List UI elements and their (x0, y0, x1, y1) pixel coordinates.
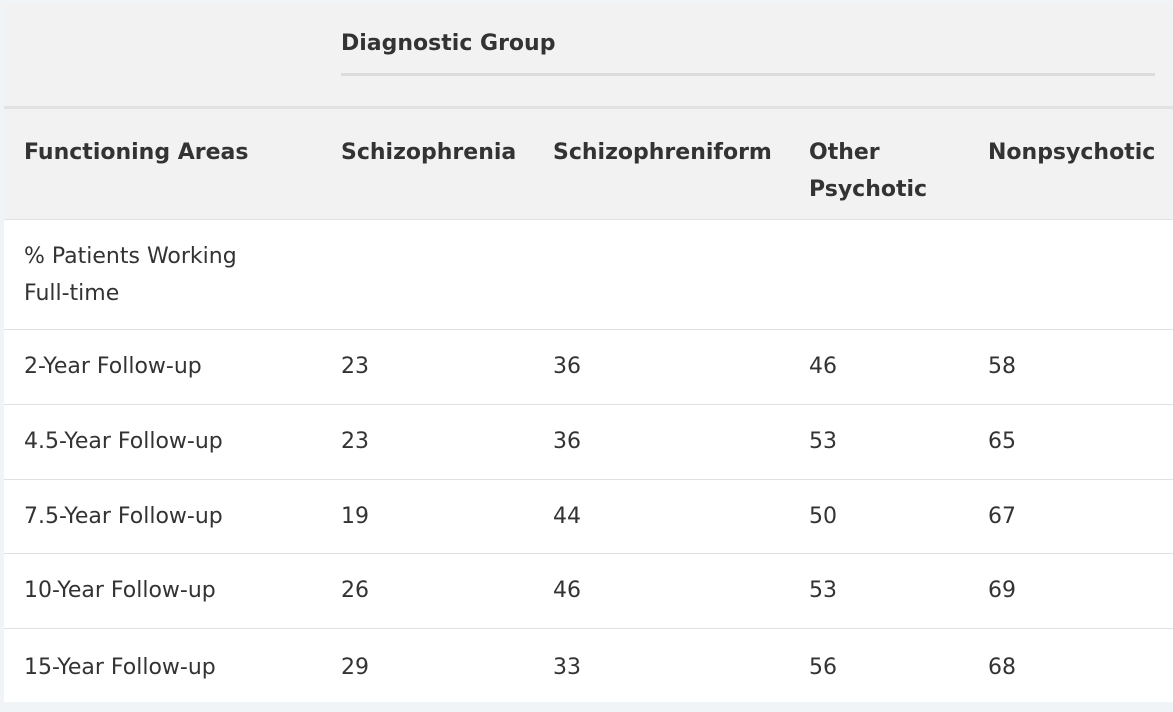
table-row: 10-Year Follow-up 26 46 53 69 (4, 554, 1173, 629)
row-label: 15-Year Follow-up (24, 655, 216, 680)
row-label: 7.5-Year Follow-up (24, 504, 223, 529)
cell-schizophreniform: 36 (553, 429, 581, 454)
cell-schizophrenia: 23 (341, 354, 369, 379)
group-header-label: Diagnostic Group (341, 31, 556, 56)
table-row: 2-Year Follow-up 23 36 46 58 (4, 330, 1173, 405)
cell-other-psychotic: 53 (809, 578, 837, 603)
cell-schizophrenia: 26 (341, 578, 369, 603)
cell-nonpsychotic: 58 (988, 354, 1016, 379)
column-header-nonpsychotic: Nonpsychotic (988, 140, 1156, 165)
cell-schizophrenia: 29 (341, 655, 369, 680)
cell-other-psychotic: 56 (809, 655, 837, 680)
cell-schizophrenia: 19 (341, 504, 369, 529)
cell-other-psychotic: 50 (809, 504, 837, 529)
table-row: 7.5-Year Follow-up 19 44 50 67 (4, 480, 1173, 554)
column-header-other-psychotic: Other Psychotic (809, 140, 928, 202)
data-table: Diagnostic Group Functioning Areas Schiz… (4, 4, 1173, 702)
cell-schizophreniform: 46 (553, 578, 581, 603)
cell-schizophrenia: 23 (341, 429, 369, 454)
group-header-divider (341, 73, 1155, 76)
cell-nonpsychotic: 65 (988, 429, 1016, 454)
cell-other-psychotic: 46 (809, 354, 837, 379)
row-label: 10-Year Follow-up (24, 578, 216, 603)
table-row: 4.5-Year Follow-up 23 36 53 65 (4, 405, 1173, 480)
cell-nonpsychotic: 69 (988, 578, 1016, 603)
column-header-schizophreniform: Schizophreniform (553, 140, 772, 165)
column-header-row: Functioning Areas Schizophrenia Schizoph… (4, 109, 1173, 220)
cell-schizophreniform: 33 (553, 655, 581, 680)
column-header-schizophrenia: Schizophrenia (341, 140, 517, 165)
row-label: 4.5-Year Follow-up (24, 429, 223, 454)
row-label: 2-Year Follow-up (24, 354, 202, 379)
section-row: % Patients Working Full-time (4, 220, 1173, 330)
cell-nonpsychotic: 67 (988, 504, 1016, 529)
cell-schizophreniform: 44 (553, 504, 581, 529)
cell-schizophreniform: 36 (553, 354, 581, 379)
cell-nonpsychotic: 68 (988, 655, 1016, 680)
column-header-functioning-areas: Functioning Areas (24, 140, 249, 165)
table-row: 15-Year Follow-up 29 33 56 68 (4, 629, 1173, 702)
section-label: % Patients Working Full-time (24, 244, 237, 306)
group-header-row: Diagnostic Group (4, 4, 1173, 109)
cell-other-psychotic: 53 (809, 429, 837, 454)
